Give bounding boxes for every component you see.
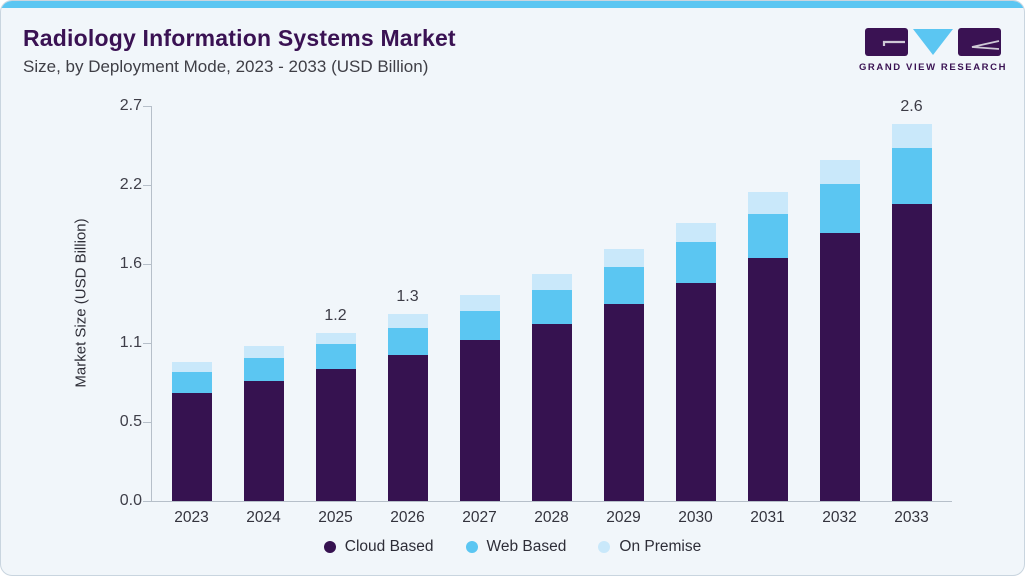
y-axis-tick-mark	[143, 184, 151, 186]
plot-area: 0.0 0.5 1.1 1.6 2.2 2.7 2023 2024 1.2 2025 1.3 2026…	[120, 97, 952, 526]
bar-group-2029	[603, 249, 644, 501]
x-axis-tick-label-2027: 2027	[462, 509, 497, 526]
bar-segment-on-premise	[819, 160, 860, 184]
legend-dot-icon	[598, 541, 611, 553]
y-axis-tick-label: 2.2	[119, 176, 142, 193]
x-axis-tick-label-2031: 2031	[750, 509, 785, 526]
bar-group-2033	[891, 123, 932, 501]
bar-total-label-2033: 2.6	[900, 97, 923, 115]
legend-label: Cloud Based	[344, 538, 434, 555]
logo-text: GRAND VIEW RESEARCH	[858, 62, 1008, 73]
bar-group-2026	[387, 313, 428, 501]
bar-segment-cloud-based	[675, 283, 716, 501]
bar-segment-cloud-based	[891, 204, 932, 501]
legend-dot-icon	[323, 541, 336, 553]
bar-segment-cloud-based	[531, 323, 572, 501]
logo-v-icon	[913, 29, 953, 55]
y-axis-tick-label: 0.5	[119, 413, 142, 430]
bar-segment-on-premise	[171, 362, 212, 373]
bar-segment-on-premise	[531, 274, 572, 291]
x-axis-tick-label-2023: 2023	[174, 509, 209, 526]
bar-group-2023	[171, 362, 212, 501]
bar-segment-cloud-based	[315, 369, 356, 501]
y-axis-tick-mark	[143, 421, 151, 423]
logo-r-icon	[958, 28, 1001, 56]
bar-group-2025	[315, 332, 356, 501]
bar-segment-on-premise	[747, 192, 788, 215]
bar-segment-on-premise	[675, 223, 716, 243]
logo-g-icon	[865, 28, 908, 56]
y-axis-tick-mark	[143, 263, 151, 265]
x-axis-tick-label-2033: 2033	[894, 509, 929, 526]
y-axis-tick-mark	[143, 500, 151, 502]
bar-segment-cloud-based	[819, 233, 860, 501]
y-axis-tick-mark	[143, 105, 151, 107]
bar-segment-web-based	[171, 372, 212, 393]
legend-item-on-premise: On Premise	[598, 538, 701, 556]
bar-segment-web-based	[459, 310, 500, 341]
y-axis-title: Market Size (USD Billion)	[72, 218, 90, 388]
bar-segment-web-based	[891, 148, 932, 205]
bar-segment-on-premise	[315, 332, 356, 345]
page-subtitle: Size, by Deployment Mode, 2023 - 2033 (U…	[23, 57, 429, 76]
bar-segment-web-based	[387, 328, 428, 355]
bar-total-label-2026: 1.3	[396, 287, 419, 305]
bar-segment-web-based	[603, 266, 644, 304]
bar-group-2027	[459, 294, 500, 501]
legend-label: On Premise	[619, 538, 702, 555]
legend-item-web-based: Web Based	[465, 538, 567, 556]
y-axis-tick-label: 0.0	[119, 492, 142, 509]
x-axis-tick-label-2026: 2026	[390, 509, 425, 526]
bar-segment-cloud-based	[747, 258, 788, 501]
bar-segment-web-based	[819, 183, 860, 234]
page-title: Radiology Information Systems Market	[23, 25, 456, 51]
grand-view-research-logo: GRAND VIEW RESEARCH	[858, 28, 1008, 73]
y-axis-tick-label: 1.6	[119, 255, 142, 272]
x-axis-tick-label-2032: 2032	[822, 509, 857, 526]
x-axis-tick-label-2024: 2024	[246, 509, 281, 526]
x-axis-tick-label-2028: 2028	[534, 509, 569, 526]
bar-segment-web-based	[675, 242, 716, 284]
bar-segment-on-premise	[387, 313, 428, 329]
bar-group-2028	[531, 274, 572, 501]
x-axis-tick-label-2025: 2025	[318, 509, 353, 526]
bar-segment-cloud-based	[243, 381, 284, 501]
bar-segment-cloud-based	[459, 340, 500, 501]
x-axis-tick-label-2029: 2029	[606, 509, 641, 526]
bar-segment-on-premise	[243, 345, 284, 358]
bar-segment-cloud-based	[171, 392, 212, 501]
bar-group-2030	[675, 223, 716, 501]
bar-segment-on-premise	[891, 123, 932, 149]
bar-segment-web-based	[315, 344, 356, 370]
bar-group-2024	[243, 345, 284, 501]
legend-label: Web Based	[486, 538, 567, 555]
legend-dot-icon	[465, 541, 478, 553]
bar-group-2031	[747, 192, 788, 501]
bar-total-label-2025: 1.2	[324, 306, 347, 324]
bar-segment-cloud-based	[387, 354, 428, 501]
bar-segment-web-based	[747, 214, 788, 259]
y-axis-tick-mark	[143, 342, 151, 344]
legend-item-cloud-based: Cloud Based	[323, 538, 434, 556]
logo-marks	[858, 28, 1008, 56]
accent-top-strip	[1, 1, 1024, 8]
y-axis-tick-label: 1.1	[119, 334, 142, 351]
bar-segment-on-premise	[603, 249, 644, 267]
x-axis-tick-label-2030: 2030	[678, 509, 713, 526]
bar-segment-web-based	[531, 290, 572, 324]
bar-group-2032	[819, 160, 860, 501]
y-axis-tick-label: 2.7	[119, 97, 142, 114]
bar-segment-on-premise	[459, 294, 500, 311]
bar-segment-web-based	[243, 357, 284, 382]
chart-legend: Cloud Based Web Based On Premise	[1, 538, 1024, 556]
bar-segment-cloud-based	[603, 303, 644, 501]
